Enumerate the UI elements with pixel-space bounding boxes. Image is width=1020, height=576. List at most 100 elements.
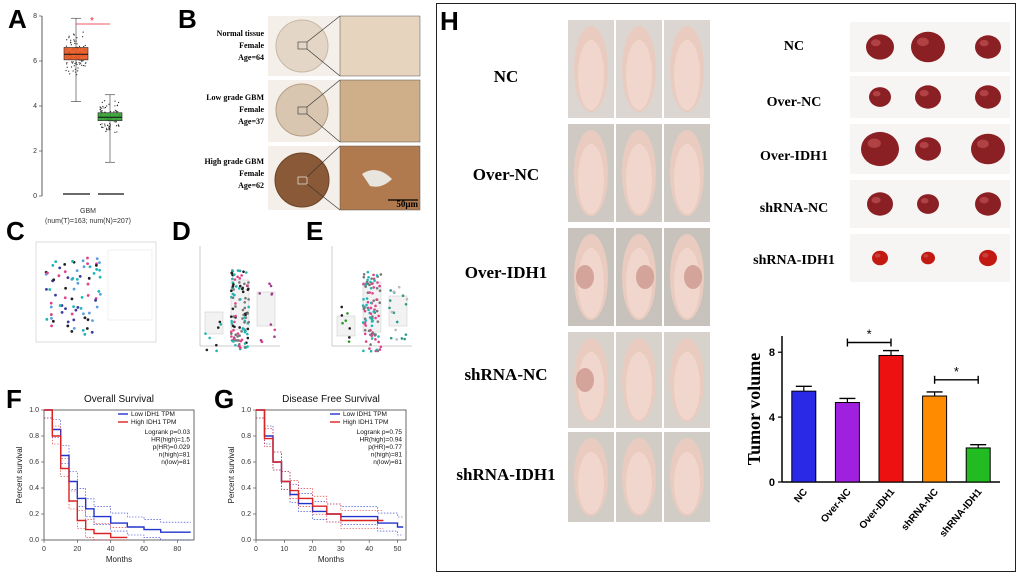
mouse-photo	[664, 332, 710, 428]
d-points-point	[269, 323, 273, 326]
c-point	[54, 293, 57, 297]
e-points-point	[361, 304, 365, 307]
d-points-point	[238, 281, 241, 284]
e-points-point	[403, 337, 406, 341]
d-points-point	[231, 307, 235, 311]
c-point	[86, 294, 90, 297]
c-point	[51, 319, 55, 323]
d-points-point	[238, 334, 241, 337]
c-point	[72, 318, 76, 322]
e-points-point	[346, 312, 349, 315]
e-points-point	[395, 338, 399, 341]
e-points-point	[370, 324, 374, 328]
d-points-point	[236, 275, 239, 279]
e-points-point	[365, 280, 369, 284]
c-point	[74, 308, 78, 312]
panel-c-scatter	[35, 241, 157, 343]
e-points-point	[362, 273, 366, 276]
d-points-point	[244, 271, 248, 274]
c-point	[79, 306, 83, 310]
e-points-point	[364, 282, 368, 286]
e-points-point	[340, 305, 344, 309]
e-points-point	[390, 310, 394, 314]
d-points-point	[234, 343, 237, 347]
d-points-point	[234, 333, 237, 337]
e-points-point	[363, 321, 367, 324]
d-points-point	[242, 270, 245, 274]
e-points-point	[373, 279, 376, 282]
tumor-label-shrna-nc: shRNA-NC	[760, 201, 828, 216]
d-points-point	[270, 292, 274, 295]
c-point	[66, 324, 70, 328]
bar-category-label: shRNA-IDH1	[938, 487, 985, 540]
e-points-point	[370, 277, 373, 280]
d-points-point	[236, 269, 240, 272]
d-points-point	[229, 332, 233, 335]
c-point	[71, 276, 75, 280]
legend-entry: High IDH1 TPM	[343, 419, 388, 426]
d-points-point	[238, 326, 241, 329]
tumor-photo-row	[850, 22, 1010, 72]
xtick-label: 0	[42, 546, 46, 553]
d-points-point	[230, 319, 233, 323]
c-point	[57, 274, 61, 278]
tumor-photo-row	[850, 234, 1010, 282]
d-points-point	[232, 315, 235, 318]
e-points-point	[370, 333, 373, 336]
c-point	[95, 305, 99, 309]
e-points-point	[395, 320, 399, 324]
e-points-point	[372, 273, 375, 277]
bar-ytick: 8	[769, 347, 775, 359]
b-row1-sex: Female	[239, 41, 264, 50]
c-point	[94, 263, 98, 267]
d-points-point	[268, 282, 271, 286]
e-points-point	[363, 332, 367, 336]
stat-line: p(HR)=0.029	[153, 444, 191, 451]
c-point	[76, 281, 80, 285]
c-point	[60, 310, 64, 314]
b-row3-sex: Female	[239, 169, 264, 178]
panel-label-h: H	[440, 6, 459, 36]
mouse-photo	[664, 228, 710, 326]
d-points-point	[231, 285, 235, 288]
e-points-point	[404, 302, 408, 306]
c-point	[76, 305, 80, 309]
c-point	[63, 270, 67, 274]
e-points-point	[361, 321, 365, 324]
d-points-point	[230, 289, 233, 293]
x-axis-label: Months	[318, 555, 344, 564]
e-points-point	[348, 336, 351, 339]
xtick-label: 0	[254, 546, 258, 553]
tissue-core-low	[275, 83, 329, 137]
d-points-point	[258, 292, 261, 295]
survival-line-low-idh1-tpm	[256, 409, 404, 528]
c-point	[98, 275, 102, 279]
c-point	[63, 262, 67, 266]
e-points-point	[379, 273, 383, 276]
b-row2-sex: Female	[239, 105, 264, 114]
mouse-photo	[664, 432, 710, 522]
mouse-photo	[664, 20, 710, 118]
bar-shrna-idh1	[965, 447, 991, 483]
e-points-point	[367, 329, 371, 333]
e-points-point	[370, 317, 373, 321]
e-points-point	[371, 292, 374, 295]
c-point	[90, 330, 94, 334]
e-points-point	[369, 312, 373, 315]
bar-over-nc	[834, 402, 860, 483]
c-point	[64, 307, 67, 311]
e-points-point	[369, 286, 373, 290]
e-points-point	[371, 319, 374, 323]
d-points-point	[243, 321, 246, 324]
c-point	[72, 287, 76, 291]
d-points-point	[247, 320, 251, 324]
mouse-photo	[568, 124, 614, 222]
c-point	[50, 324, 53, 328]
panel-label-b: B	[178, 4, 197, 34]
c-point	[86, 282, 90, 286]
ytick-label: 0.8	[241, 433, 251, 440]
e-points-point	[364, 285, 367, 288]
stat-line: HR(high)=0.94	[360, 437, 403, 444]
survival-line-high-idh1-tpm	[256, 409, 384, 522]
bar-category-label: shRNA-NC	[900, 487, 941, 533]
